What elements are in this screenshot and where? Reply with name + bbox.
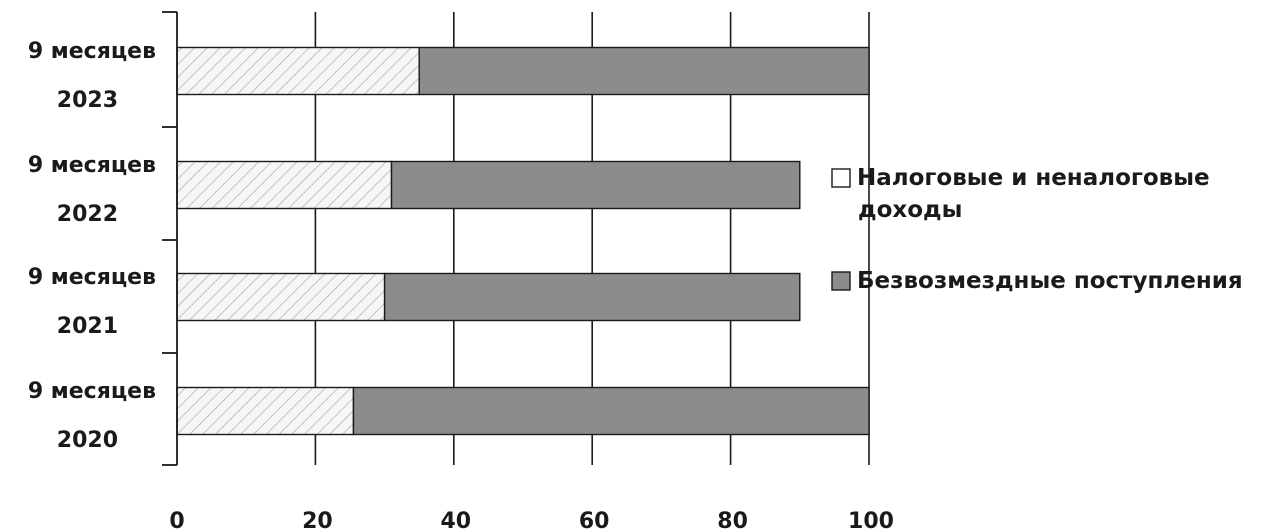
legend-swatch-gratuitous-receipts: [831, 271, 851, 291]
y-axis: [162, 11, 178, 466]
bar-tax-income-2020: [176, 386, 355, 436]
bar-gratuitous-receipts-2020: [352, 386, 870, 436]
bar-tax-income-2023: [176, 46, 420, 96]
bar-gratuitous-receipts-2022: [390, 160, 801, 210]
bar-tax-income-2022: [176, 160, 393, 210]
category-label-line2-2022: 2022: [57, 202, 118, 227]
bar-gratuitous-receipts-2023: [418, 46, 870, 96]
legend-swatch-tax-income: [831, 168, 851, 188]
category-label-line2-2023: 2023: [57, 88, 118, 113]
category-label-line1-2022: 9 месяцев: [28, 153, 156, 178]
legend: Налоговые и неналоговые доходы Безвозмездн…: [831, 165, 1243, 294]
category-label-line1-2020: 9 месяцев: [28, 379, 156, 404]
category-label-line1-2021: 9 месяцев: [28, 265, 156, 290]
category-label-line2-2021: 2021: [57, 314, 118, 339]
x-tick-label-80: 80: [717, 509, 748, 530]
bars: [176, 46, 870, 436]
legend-label-gratuitous-receipts-0: Безвозмездные поступления: [857, 268, 1243, 294]
x-tick-label-60: 60: [579, 509, 610, 530]
legend-label-tax-income-1: доходы: [858, 197, 962, 223]
bar-gratuitous-receipts-2021: [383, 272, 801, 322]
legend-label-tax-income-0: Налоговые и неналоговые: [857, 165, 1210, 191]
category-label-line1-2023: 9 месяцев: [28, 39, 156, 64]
x-tick-label-0: 0: [169, 509, 184, 530]
x-tick-label-40: 40: [440, 509, 471, 530]
x-tick-labels: 0 20 40 60 80 100: [169, 509, 894, 530]
category-labels: 9 месяцев 2020 9 месяцев 2021 9 месяцев 2022 9…: [28, 39, 156, 453]
x-tick-label-100: 100: [848, 509, 894, 530]
bar-tax-income-2021: [176, 272, 386, 322]
category-label-line2-2020: 2020: [57, 428, 118, 453]
x-tick-label-20: 20: [302, 509, 333, 530]
